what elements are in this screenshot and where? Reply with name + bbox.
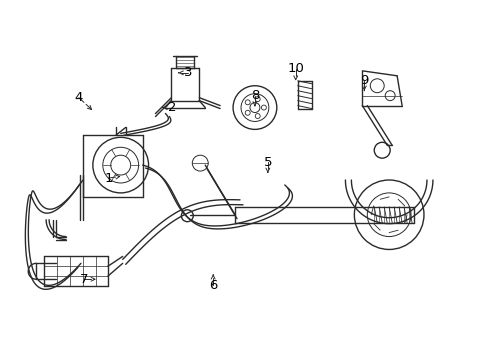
Text: 5: 5 xyxy=(263,156,271,168)
Text: 7: 7 xyxy=(80,273,88,286)
Text: 9: 9 xyxy=(359,74,368,87)
Text: 6: 6 xyxy=(208,279,217,292)
Text: 1: 1 xyxy=(104,171,113,185)
Text: 4: 4 xyxy=(75,91,83,104)
Text: 3: 3 xyxy=(183,66,192,79)
Text: 10: 10 xyxy=(286,62,304,75)
Text: 2: 2 xyxy=(168,101,176,114)
Text: 8: 8 xyxy=(250,89,259,102)
